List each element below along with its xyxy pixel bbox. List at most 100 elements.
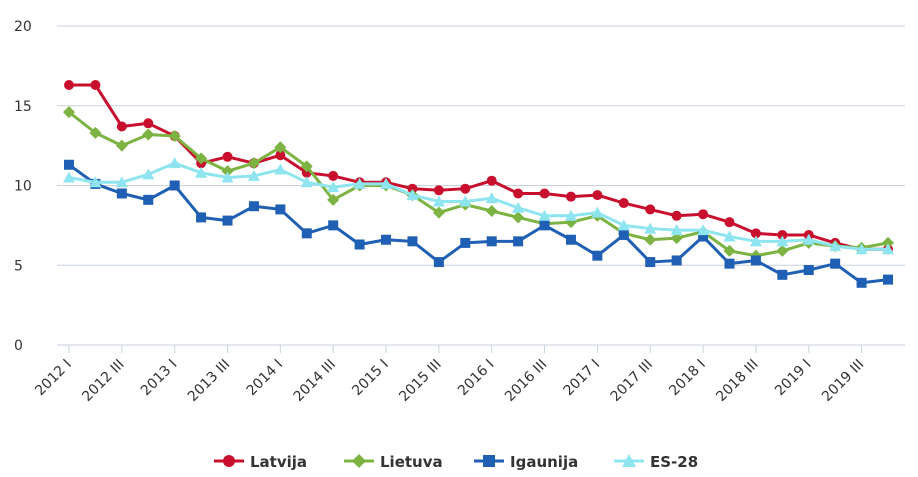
data-point[interactable]: [829, 240, 842, 252]
data-point[interactable]: [830, 258, 841, 269]
data-point[interactable]: [354, 239, 365, 250]
data-point[interactable]: [90, 80, 101, 91]
data-point[interactable]: [564, 209, 577, 221]
data-point[interactable]: [618, 198, 629, 209]
data-point[interactable]: [195, 152, 208, 165]
data-point[interactable]: [513, 236, 524, 247]
data-point[interactable]: [460, 237, 471, 248]
data-point[interactable]: [222, 151, 233, 162]
data-point[interactable]: [724, 217, 735, 228]
data-point[interactable]: [328, 220, 339, 231]
legend-item-latvija[interactable]: Latvija: [214, 453, 307, 471]
data-point[interactable]: [802, 233, 815, 245]
data-point[interactable]: [882, 243, 894, 255]
data-point[interactable]: [539, 188, 550, 199]
data-point[interactable]: [485, 205, 498, 218]
data-point[interactable]: [777, 269, 788, 280]
data-point[interactable]: [513, 188, 524, 199]
data-point[interactable]: [89, 176, 102, 188]
data-point[interactable]: [407, 236, 418, 247]
data-point[interactable]: [644, 222, 657, 234]
data-point[interactable]: [169, 180, 180, 191]
data-point[interactable]: [432, 195, 445, 207]
data-point[interactable]: [512, 201, 525, 213]
data-point[interactable]: [63, 106, 75, 119]
data-point[interactable]: [485, 192, 498, 204]
series-es-28[interactable]: [63, 157, 894, 255]
data-point[interactable]: [63, 171, 75, 183]
data-point[interactable]: [883, 274, 893, 285]
data-point[interactable]: [221, 165, 234, 178]
data-point[interactable]: [275, 150, 286, 161]
data-point[interactable]: [645, 204, 656, 215]
data-point[interactable]: [459, 195, 472, 207]
data-point[interactable]: [618, 229, 629, 240]
data-point[interactable]: [275, 204, 286, 215]
data-point[interactable]: [116, 188, 127, 199]
data-point[interactable]: [698, 209, 709, 220]
data-point[interactable]: [221, 171, 234, 183]
data-point[interactable]: [142, 128, 155, 141]
data-point[interactable]: [617, 219, 630, 231]
data-point[interactable]: [274, 141, 287, 154]
data-point[interactable]: [591, 206, 604, 218]
data-point[interactable]: [301, 228, 312, 239]
legend[interactable]: Latvija Lietuva Igaunija ES-28: [214, 453, 698, 471]
data-point[interactable]: [749, 235, 762, 247]
data-point[interactable]: [565, 234, 576, 245]
data-point[interactable]: [142, 168, 155, 180]
legend-item-es-28[interactable]: ES-28: [614, 453, 698, 471]
data-point[interactable]: [670, 224, 683, 236]
data-point[interactable]: [486, 236, 497, 247]
data-point[interactable]: [750, 255, 761, 266]
data-point[interactable]: [64, 80, 74, 91]
data-point[interactable]: [116, 121, 127, 132]
data-point[interactable]: [538, 209, 551, 221]
data-point[interactable]: [776, 235, 789, 247]
data-point[interactable]: [671, 255, 682, 266]
data-point[interactable]: [777, 229, 788, 240]
data-point[interactable]: [432, 206, 445, 219]
data-point[interactable]: [300, 176, 313, 188]
data-point[interactable]: [856, 277, 867, 288]
data-point[interactable]: [353, 177, 366, 189]
data-point[interactable]: [115, 139, 128, 152]
data-point[interactable]: [247, 157, 260, 170]
data-point[interactable]: [592, 190, 603, 201]
data-point[interactable]: [855, 243, 868, 255]
data-point[interactable]: [380, 177, 393, 189]
data-point[interactable]: [723, 244, 736, 257]
data-point[interactable]: [671, 210, 682, 221]
data-point[interactable]: [512, 211, 525, 224]
data-point[interactable]: [486, 175, 497, 186]
data-point[interactable]: [406, 189, 419, 201]
data-point[interactable]: [168, 130, 181, 143]
data-point[interactable]: [143, 194, 154, 205]
data-point[interactable]: [327, 193, 340, 206]
data-point[interactable]: [645, 257, 656, 268]
data-point[interactable]: [300, 160, 313, 173]
data-point[interactable]: [196, 212, 207, 223]
data-point[interactable]: [327, 181, 340, 193]
data-point[interactable]: [644, 233, 657, 246]
data-point[interactable]: [381, 234, 392, 245]
data-point[interactable]: [565, 191, 576, 202]
data-point[interactable]: [803, 265, 814, 276]
data-point[interactable]: [697, 224, 710, 236]
legend-item-igaunija[interactable]: Igaunija: [474, 453, 578, 471]
series-igaunija[interactable]: [64, 159, 893, 288]
data-point[interactable]: [274, 163, 287, 175]
data-point[interactable]: [460, 183, 471, 194]
data-point[interactable]: [222, 215, 233, 226]
legend-item-lietuva[interactable]: Lietuva: [344, 453, 443, 471]
data-point[interactable]: [750, 228, 761, 239]
data-point[interactable]: [539, 220, 550, 231]
data-point[interactable]: [723, 230, 736, 242]
data-point[interactable]: [247, 169, 260, 181]
data-point[interactable]: [724, 258, 735, 269]
data-point[interactable]: [248, 201, 259, 212]
data-point[interactable]: [115, 176, 128, 188]
data-point[interactable]: [776, 244, 789, 257]
data-point[interactable]: [143, 118, 154, 129]
data-point[interactable]: [168, 157, 181, 169]
